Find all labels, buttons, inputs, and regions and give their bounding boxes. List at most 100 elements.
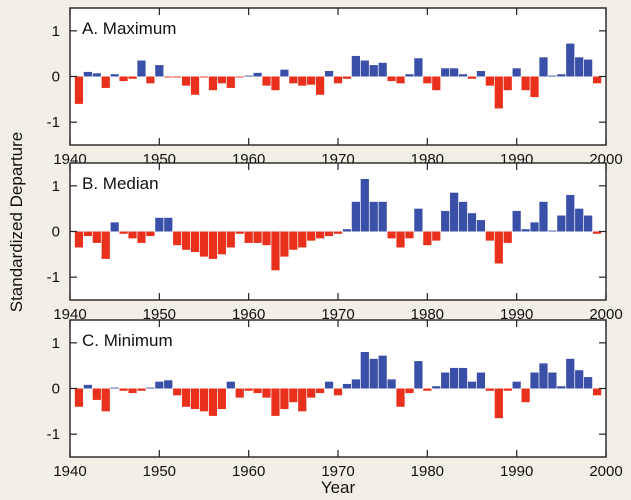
bar-1964 (280, 388, 289, 410)
bar-1964 (280, 231, 289, 257)
bar-1987 (485, 76, 494, 86)
bar-1974 (369, 65, 378, 77)
bar-1975 (378, 201, 387, 232)
bar-1979 (414, 361, 423, 389)
bar-1986 (476, 220, 486, 232)
bar-1947 (128, 76, 137, 79)
y-tick-label: 1 (52, 23, 60, 40)
bar-1999 (592, 76, 602, 84)
bar-1955 (199, 231, 209, 257)
bar-1977 (396, 388, 405, 407)
y-tick-label: 0 (52, 69, 60, 86)
bar-1960 (244, 75, 253, 77)
bar-1979 (414, 58, 423, 77)
bar-1948 (137, 231, 146, 243)
bar-1971 (342, 229, 352, 232)
panel-title: B. Median (82, 174, 159, 193)
bar-1964 (280, 69, 289, 77)
bar-1995 (557, 386, 566, 389)
bar-1984 (458, 201, 468, 232)
bar-1943 (92, 231, 101, 243)
y-tick-label: -1 (47, 426, 60, 443)
bar-1956 (208, 388, 218, 416)
bar-1955 (199, 388, 209, 412)
y-axis-title: Standardized Departure (7, 132, 26, 313)
bar-1977 (396, 231, 405, 248)
bar-1942 (83, 231, 92, 237)
x-tick-label: 1970 (321, 463, 354, 480)
bar-1949 (146, 76, 155, 84)
bar-1992 (530, 222, 539, 232)
x-tick-label: 1960 (232, 463, 265, 480)
bar-1945 (110, 387, 119, 389)
bar-1941 (74, 76, 84, 104)
bar-1952 (173, 231, 182, 246)
bar-1959 (235, 76, 244, 78)
bar-1955 (199, 76, 209, 78)
bar-1970 (333, 76, 343, 84)
bar-1998 (584, 59, 593, 77)
bar-1995 (557, 74, 566, 77)
y-tick-label: -1 (47, 114, 60, 131)
bar-1949 (146, 387, 155, 389)
bar-1992 (530, 76, 539, 98)
bar-1983 (450, 192, 459, 232)
y-tick-label: 0 (52, 381, 60, 398)
bar-1959 (235, 388, 244, 398)
bar-1979 (414, 208, 423, 232)
bar-1946 (119, 76, 128, 82)
bar-1990 (512, 381, 521, 389)
bar-1966 (298, 76, 307, 86)
bar-1948 (137, 60, 146, 77)
bar-1974 (369, 358, 378, 389)
bar-1983 (450, 68, 459, 77)
bar-1958 (226, 231, 235, 248)
bar-1944 (101, 76, 110, 88)
bar-1989 (503, 76, 512, 91)
bar-1985 (467, 76, 477, 79)
bar-1945 (110, 222, 119, 232)
bar-1971 (342, 76, 352, 79)
bar-1963 (271, 76, 280, 91)
bar-1950 (155, 65, 164, 77)
bar-1975 (378, 355, 387, 389)
bar-1961 (253, 231, 262, 243)
x-tick-label: 2000 (589, 463, 622, 480)
bar-1957 (217, 231, 226, 255)
bar-1950 (155, 381, 164, 389)
bar-1981 (432, 231, 441, 241)
bar-1958 (226, 381, 235, 389)
bar-1978 (405, 231, 414, 239)
bar-1962 (262, 388, 271, 398)
bar-1945 (110, 74, 119, 77)
bar-1946 (119, 231, 128, 234)
bar-1966 (298, 388, 307, 412)
bar-1957 (217, 76, 226, 84)
bar-1971 (342, 383, 352, 389)
bar-1982 (441, 210, 450, 232)
x-tick-label: 2000 (589, 306, 622, 323)
bar-1991 (521, 229, 530, 232)
bar-1967 (307, 388, 316, 398)
bar-1980 (423, 388, 432, 391)
bar-1988 (494, 76, 503, 109)
bar-1993 (539, 57, 548, 77)
bar-1973 (360, 60, 369, 77)
bar-1984 (458, 367, 468, 389)
bar-1970 (333, 231, 343, 234)
bar-1974 (369, 201, 378, 232)
bar-1999 (592, 231, 602, 234)
y-tick-label: 1 (52, 335, 60, 352)
bar-1969 (324, 381, 334, 389)
bar-1980 (423, 76, 432, 84)
bar-1963 (271, 231, 280, 271)
bar-1976 (387, 379, 396, 389)
bar-1952 (173, 388, 182, 396)
bar-1995 (557, 215, 566, 232)
bar-1985 (467, 381, 477, 389)
bar-1981 (432, 386, 441, 389)
bar-1965 (289, 76, 298, 84)
bar-1969 (324, 71, 334, 77)
bar-1980 (423, 231, 432, 246)
